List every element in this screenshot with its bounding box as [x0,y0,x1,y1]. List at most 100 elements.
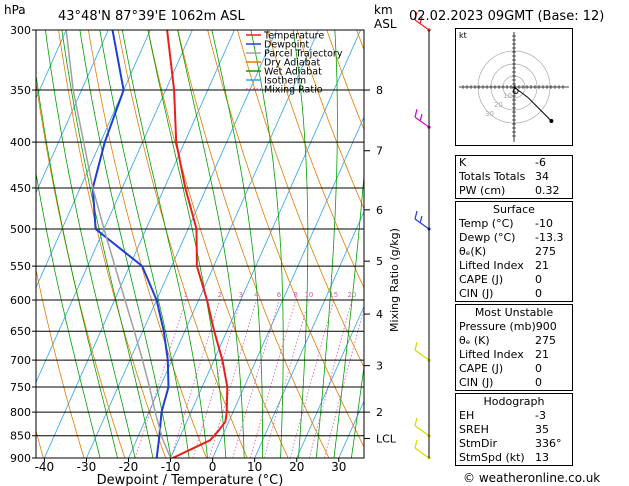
pressure-tick-label: 300 [10,24,31,37]
wind-barb [414,341,431,362]
mixing-ratio-label: 8 [293,291,297,299]
legend-entry: Parcel Trajectory [264,49,343,60]
hodo-unit-label: kt [459,31,467,40]
pressure-tick-label: 900 [10,452,31,465]
pressure-tick-label: 400 [10,136,31,149]
temperature-line [166,30,229,458]
dry-adiabat-line [435,3,450,467]
height-label: LCL [376,432,397,445]
pressure-tick-label: 650 [10,325,31,338]
dry-adiabat-line [0,3,5,467]
surface-title: Surface [493,203,535,216]
site-credit[interactable]: © weatheronline.co.uk [463,471,601,485]
surface-row-temp: Temp (°C) -10 [459,217,553,230]
mixing-ratio-axis-label: Mixing Ratio (g/kg) [388,228,401,332]
hodo-row-sreh: SREH 35 [459,423,549,436]
height-label: 4 [376,308,383,321]
mu-row-cape: CAPE (J) 0 [459,362,542,375]
height-label: 5 [376,255,383,268]
most-unstable-title: Most Unstable [474,306,554,319]
mu-row-pressure: Pressure (mb) 900 [459,320,557,333]
x-tick-label: -40 [35,460,55,474]
pressure-tick-label: 500 [10,223,31,236]
dewpoint-line [91,30,170,458]
hodograph-plot: kt 10 20 30 [455,28,573,146]
parcel-trajectory-line [65,30,172,458]
x-tick-label: -20 [119,460,139,474]
mixing-ratio-label: 3 [239,291,243,299]
legend-entry: Dry Adiabat [264,58,321,69]
mixing-ratio-label: 20 [347,291,356,299]
wet-adiabat-line [350,363,364,458]
legend-entry: Wet Adiabat [264,67,322,78]
indices-panel: K -6 Totals Totals 34 PW (cm) 0.32 [455,155,573,199]
surface-row-cape: CAPE (J) 0 [459,273,542,286]
mixing-ratio-label: 2 [218,291,222,299]
pressure-tick-label: 450 [10,182,31,195]
wind-barb [414,11,431,32]
pressure-tick-label: 550 [10,260,31,273]
index-row-totals: Totals Totals 34 [459,170,549,183]
mu-row-lifted-index: Lifted Index 21 [459,348,549,361]
x-tick-label: 30 [331,460,346,474]
hodo-row-stmdir: StmDir 336° [459,437,562,450]
pressure-tick-label: 750 [10,381,31,394]
hodo-storm-motion [512,88,519,94]
most-unstable-panel: Most Unstable Pressure (mb) 900 θₑ (K) 275… [455,304,573,391]
hodograph-table-title: Hodograph [483,395,545,408]
x-tick-label: -10 [161,460,181,474]
mixing-ratio-label: 4 [254,291,259,299]
wind-barb [414,439,431,460]
location-title: 43°48'N 87°39'E 1062m ASL [58,9,245,24]
datetime-title: 02.02.2023 09GMT (Base: 12) [409,9,605,24]
legend-entry: Temperature [263,31,324,42]
pressure-tick-label: 850 [10,430,31,443]
hodo-row-eh: EH -3 [459,409,546,422]
height-label: 3 [376,360,383,373]
wind-barb [414,417,431,438]
legend-entry: Mixing Ratio [264,85,323,96]
x-tick-label: 0 [209,460,217,474]
isotherm-line [36,30,109,194]
wind-barb [414,109,431,129]
skewt-diagram: 1 2 3 4 6 8 10 15 20 300350400450500550600650700… [0,3,451,486]
hodograph-table-panel: Hodograph EH -3 SREH 35 StmDir 336° StmSpd … [455,393,573,466]
mu-row-cin: CIN (J) 0 [459,376,542,389]
wind-barb [414,210,431,231]
pressure-tick-label: 800 [10,406,31,419]
hodo-ring-label-10: 10 [503,92,512,100]
height-label: 6 [376,204,383,217]
height-label: 7 [376,145,383,158]
surface-row-dewp: Dewp (°C) -13.3 [459,231,564,244]
hodo-ring-label-30: 30 [485,110,494,118]
height-unit-km: km [374,3,393,17]
x-tick-label: 20 [289,460,304,474]
wet-adiabat-line [368,3,438,467]
x-tick-label: -30 [77,460,97,474]
pressure-unit: hPa [4,3,26,17]
mixing-ratio-label: 1 [184,291,188,299]
height-unit-asl: ASL [374,17,397,31]
isotherm-line [36,30,193,384]
hodo-trace [513,86,552,122]
mixing-ratio-label: 15 [329,291,338,299]
legend-entry: Isotherm [264,76,306,87]
index-row-k: K -6 [459,156,546,169]
x-tick-label: 10 [247,460,262,474]
surface-row-lifted-index: Lifted Index 21 [459,259,549,272]
mixing-ratio-label: 10 [304,291,313,299]
dry-adiabat-line [266,30,364,289]
mixing-ratio-label: 6 [277,291,282,299]
mu-row-theta-e: θₑ (K) 275 [459,334,556,347]
hodo-ring-label-20: 20 [494,101,503,109]
index-row-pw: PW (cm) 0.32 [459,184,560,197]
dry-adiabat-line [406,3,451,467]
legend-entry: Dewpoint [264,40,309,51]
pressure-tick-label: 350 [10,84,31,97]
pressure-tick-label: 700 [10,354,31,367]
hodo-trace-end [549,119,554,123]
surface-panel: Surface Temp (°C) -10 Dewp (°C) -13.3 θₑ(K… [455,201,573,302]
surface-row-cin: CIN (J) 0 [459,287,542,300]
hodo-row-stmspd: StmSpd (kt) 13 [459,451,549,464]
